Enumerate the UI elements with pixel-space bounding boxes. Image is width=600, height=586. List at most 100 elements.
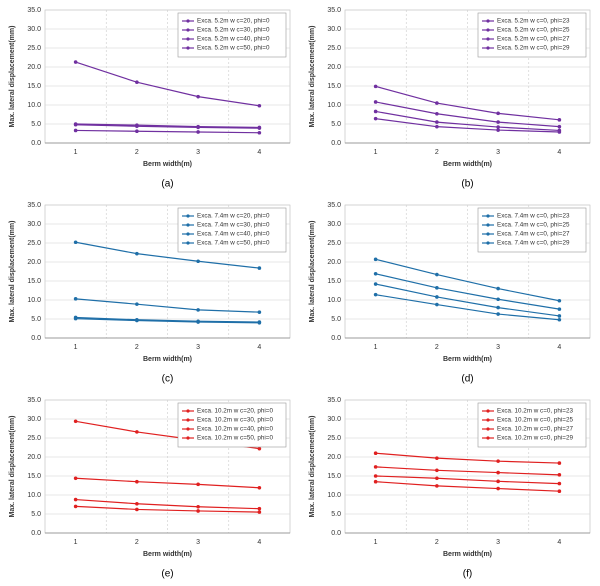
series-line	[375, 258, 560, 302]
series-line	[375, 101, 560, 128]
point	[73, 60, 78, 64]
legend-marker	[486, 436, 490, 440]
point	[496, 470, 500, 475]
point	[135, 501, 139, 506]
point	[435, 124, 439, 129]
point	[435, 272, 439, 277]
legend-marker	[486, 46, 490, 50]
x-tick-label: 2	[135, 149, 139, 156]
legend-label: Exca. 5.2m w c=20, phi=0	[197, 18, 270, 25]
x-axis-title: Berm width(m)	[143, 356, 192, 363]
point	[135, 124, 139, 129]
point	[496, 297, 500, 302]
y-tick-label: 20.0	[27, 64, 41, 71]
series-line	[75, 477, 260, 489]
x-tick-label: 1	[374, 149, 378, 156]
y-tick-label: 10.0	[27, 492, 41, 499]
point	[373, 100, 378, 104]
legend-label: Exca. 5.2m w c=0, phi=23	[497, 18, 570, 25]
point	[135, 80, 139, 84]
point	[496, 111, 500, 116]
x-tick-label: 3	[496, 344, 500, 351]
point	[496, 486, 500, 491]
legend-marker	[186, 28, 190, 32]
x-tick-label: 3	[496, 149, 500, 156]
y-axis-title: Max. lateral displacement(mm)	[9, 26, 16, 128]
y-tick-label: 30.0	[327, 26, 341, 33]
y-tick-label: 35.0	[327, 397, 341, 404]
point	[496, 286, 500, 291]
point	[435, 302, 439, 307]
x-tick-label: 1	[74, 344, 78, 351]
series-line	[375, 294, 560, 321]
point	[257, 266, 262, 270]
point	[73, 128, 78, 133]
point	[557, 473, 562, 477]
point	[373, 282, 378, 286]
point	[435, 101, 439, 105]
legend-label: Exca. 10.2m w c=20, phi=0	[197, 408, 273, 415]
point	[196, 130, 200, 134]
x-tick-label: 2	[135, 344, 139, 351]
y-tick-label: 35.0	[27, 7, 41, 14]
y-tick-label: 35.0	[327, 202, 341, 209]
x-tick-label: 1	[374, 344, 378, 351]
y-tick-label: 30.0	[27, 26, 41, 33]
y-tick-label: 35.0	[327, 7, 341, 14]
series-line	[375, 481, 560, 492]
y-tick-label: 20.0	[327, 64, 341, 71]
legend-marker	[486, 409, 490, 413]
y-tick-label: 15.0	[27, 83, 41, 90]
legend-marker	[186, 427, 190, 431]
series-line	[375, 273, 560, 310]
y-tick-label: 15.0	[327, 473, 341, 480]
legend-label: Exca. 7.4m w c=0, phi=27	[497, 231, 570, 238]
y-tick-label: 0.0	[331, 140, 341, 147]
caption: (f)	[463, 569, 472, 580]
point	[435, 476, 439, 481]
y-tick-label: 25.0	[327, 435, 341, 442]
point	[135, 302, 139, 306]
y-tick-label: 5.0	[31, 121, 41, 128]
point	[557, 124, 562, 129]
point	[135, 318, 139, 323]
series-line	[75, 61, 260, 107]
legend-label: Exca. 10.2m w c=0, phi=23	[497, 408, 573, 415]
y-tick-label: 10.0	[327, 297, 341, 304]
point	[257, 103, 262, 108]
y-tick-label: 5.0	[331, 316, 341, 323]
x-tick-label: 1	[74, 539, 78, 546]
y-tick-label: 25.0	[27, 240, 41, 247]
legend-marker	[186, 19, 190, 23]
y-tick-label: 0.0	[331, 335, 341, 342]
legend-marker	[186, 46, 190, 50]
point	[257, 130, 262, 135]
y-tick-label: 15.0	[27, 473, 41, 480]
series-line	[75, 124, 260, 129]
legend-label: Exca. 7.4m w c=0, phi=29	[497, 240, 570, 247]
point	[496, 479, 500, 484]
y-axis-title: Max. lateral displacement(mm)	[9, 416, 16, 518]
legend-marker	[486, 37, 490, 41]
caption: (e)	[161, 569, 173, 580]
legend-label: Exca. 10.2m w c=0, phi=25	[497, 417, 573, 424]
series-line	[75, 298, 260, 313]
x-axis-title: Berm width(m)	[143, 551, 192, 558]
y-tick-label: 15.0	[327, 278, 341, 285]
legend-box	[477, 12, 587, 58]
legend-label: Exca. 5.2m w c=50, phi=0	[197, 45, 270, 52]
y-axis-title: Max. lateral displacement(mm)	[309, 26, 316, 128]
y-tick-label: 30.0	[327, 416, 341, 423]
y-tick-label: 25.0	[27, 435, 41, 442]
x-axis-title: Berm width(m)	[443, 356, 492, 363]
y-axis-title: Max. lateral displacement(mm)	[309, 416, 316, 518]
point	[496, 305, 500, 310]
series-line	[375, 452, 560, 464]
point	[373, 474, 378, 478]
legend-box	[177, 12, 287, 58]
point	[557, 317, 562, 322]
x-tick-label: 4	[557, 149, 561, 156]
caption: (b)	[461, 179, 473, 190]
